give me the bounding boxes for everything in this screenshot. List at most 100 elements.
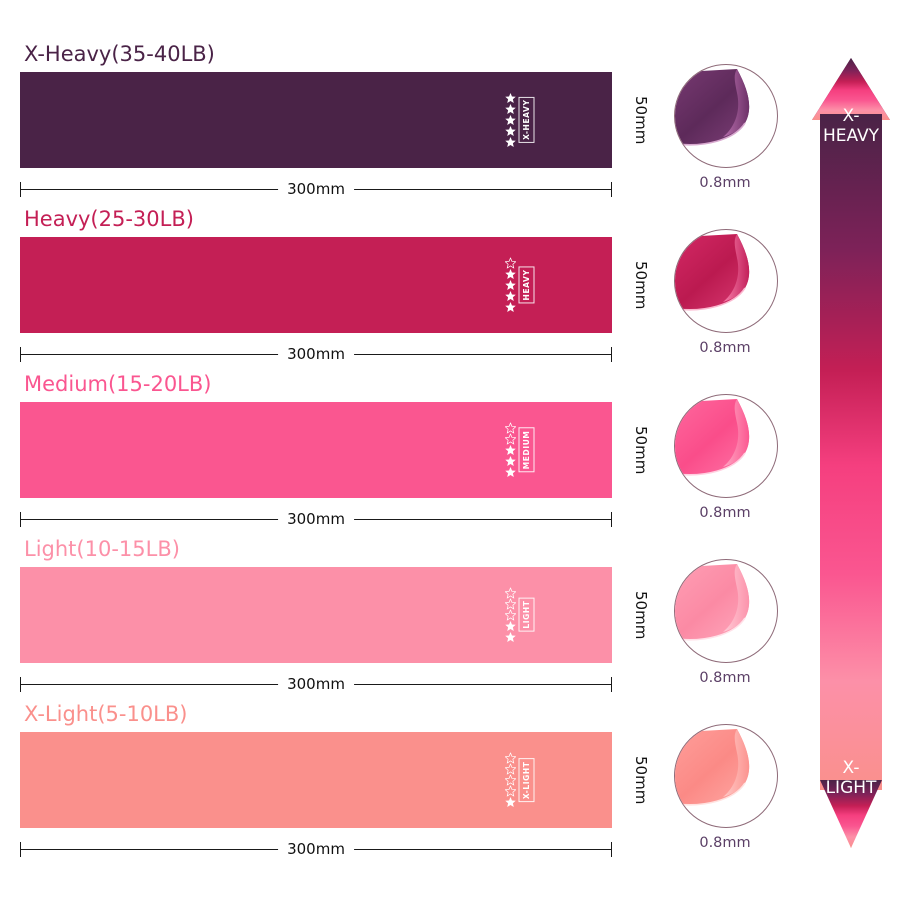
band-level-tag: X-LIGHT xyxy=(518,758,534,802)
star-filled-icon xyxy=(504,444,516,456)
width-dimension: 50mm xyxy=(624,72,658,168)
star-outline-icon xyxy=(504,257,516,269)
star-filled-icon xyxy=(504,268,516,280)
star-filled-icon xyxy=(504,631,516,643)
band-curl-illustration xyxy=(674,724,778,828)
dimension-cap xyxy=(611,182,612,197)
band-strip: X-HEAVY xyxy=(20,72,612,168)
thickness-label: 0.8mm xyxy=(699,670,751,686)
thickness-inset: 0.8mm xyxy=(668,724,794,851)
width-dimension-label: 50mm xyxy=(624,72,658,168)
scale-arrow-bottom-label: X- LIGHT xyxy=(812,758,890,798)
width-dimension-label: 50mm xyxy=(624,402,658,498)
thickness-inset: 0.8mm xyxy=(668,64,794,191)
dimension-cap xyxy=(611,677,612,692)
length-dimension: 300mm xyxy=(20,343,612,365)
band-strip: LIGHT xyxy=(20,567,612,663)
star-outline-icon xyxy=(504,752,516,764)
dimension-cap xyxy=(20,842,21,857)
length-dimension-label: 300mm xyxy=(278,508,354,530)
star-outline-icon xyxy=(504,433,516,445)
band-print-mark: X-LIGHT xyxy=(504,752,534,808)
length-dimension: 300mm xyxy=(20,673,612,695)
width-dimension-label: 50mm xyxy=(624,237,658,333)
thickness-label: 0.8mm xyxy=(699,505,751,521)
dimension-cap xyxy=(611,512,612,527)
width-dimension: 50mm xyxy=(624,732,658,828)
band-curl-illustration xyxy=(674,64,778,168)
star-rating xyxy=(504,422,516,478)
scale-arrow-top-label: X- HEAVY xyxy=(812,106,890,146)
thickness-label: 0.8mm xyxy=(699,175,751,191)
star-rating xyxy=(504,752,516,808)
scale-arrow-bottom-line1: X- xyxy=(842,758,860,778)
star-filled-icon xyxy=(504,92,516,104)
scale-arrow-top-line1: X- xyxy=(842,106,860,126)
dimension-cap xyxy=(20,677,21,692)
band-level-tag: HEAVY xyxy=(518,266,534,304)
band-title: Light(10-15LB) xyxy=(24,537,180,561)
band-curl-illustration xyxy=(674,559,778,663)
band-title: Medium(15-20LB) xyxy=(24,372,212,396)
star-outline-icon xyxy=(504,774,516,786)
star-rating xyxy=(504,92,516,148)
band-level-tag: LIGHT xyxy=(518,597,534,633)
band-print-mark: LIGHT xyxy=(504,587,534,643)
width-dimension-label: 50mm xyxy=(624,567,658,663)
star-filled-icon xyxy=(504,103,516,115)
width-dimension: 50mm xyxy=(624,237,658,333)
length-dimension-label: 300mm xyxy=(278,673,354,695)
scale-arrow-bottom-line2: LIGHT xyxy=(825,778,877,798)
band-strip: HEAVY xyxy=(20,237,612,333)
star-outline-icon xyxy=(504,609,516,621)
star-rating xyxy=(504,257,516,313)
star-outline-icon xyxy=(504,598,516,610)
thickness-label: 0.8mm xyxy=(699,340,751,356)
band-print-mark: X-HEAVY xyxy=(504,92,534,148)
star-filled-icon xyxy=(504,466,516,478)
thickness-inset: 0.8mm xyxy=(668,394,794,521)
band-print-mark: MEDIUM xyxy=(504,422,534,478)
width-dimension: 50mm xyxy=(624,567,658,663)
thickness-inset: 0.8mm xyxy=(668,229,794,356)
length-dimension-label: 300mm xyxy=(278,343,354,365)
width-dimension: 50mm xyxy=(624,402,658,498)
star-filled-icon xyxy=(504,125,516,137)
star-filled-icon xyxy=(504,114,516,126)
star-outline-icon xyxy=(504,763,516,775)
star-outline-icon xyxy=(504,587,516,599)
length-dimension-label: 300mm xyxy=(278,838,354,860)
band-strip: X-LIGHT xyxy=(20,732,612,828)
band-strip: MEDIUM xyxy=(20,402,612,498)
resistance-scale-arrow: X- HEAVY X- LIGHT xyxy=(812,58,890,848)
band-print-mark: HEAVY xyxy=(504,257,534,313)
scale-arrow-top-line2: HEAVY xyxy=(822,126,880,146)
star-outline-icon xyxy=(504,785,516,797)
length-dimension-label: 300mm xyxy=(278,178,354,200)
star-filled-icon xyxy=(504,279,516,291)
band-curl-illustration xyxy=(674,394,778,498)
length-dimension: 300mm xyxy=(20,838,612,860)
star-filled-icon xyxy=(504,455,516,467)
dimension-cap xyxy=(20,182,21,197)
star-filled-icon xyxy=(504,290,516,302)
band-title: Heavy(25-30LB) xyxy=(24,207,194,231)
star-rating xyxy=(504,587,516,643)
length-dimension: 300mm xyxy=(20,178,612,200)
star-filled-icon xyxy=(504,796,516,808)
band-level-tag: X-HEAVY xyxy=(518,96,534,144)
band-title: X-Heavy(35-40LB) xyxy=(24,42,215,66)
band-curl-illustration xyxy=(674,229,778,333)
dimension-cap xyxy=(20,347,21,362)
star-filled-icon xyxy=(504,620,516,632)
thickness-inset: 0.8mm xyxy=(668,559,794,686)
star-outline-icon xyxy=(504,422,516,434)
dimension-cap xyxy=(20,512,21,527)
thickness-label: 0.8mm xyxy=(699,835,751,851)
star-filled-icon xyxy=(504,136,516,148)
dimension-cap xyxy=(611,842,612,857)
width-dimension-label: 50mm xyxy=(624,732,658,828)
band-title: X-Light(5-10LB) xyxy=(24,702,188,726)
dimension-cap xyxy=(611,347,612,362)
